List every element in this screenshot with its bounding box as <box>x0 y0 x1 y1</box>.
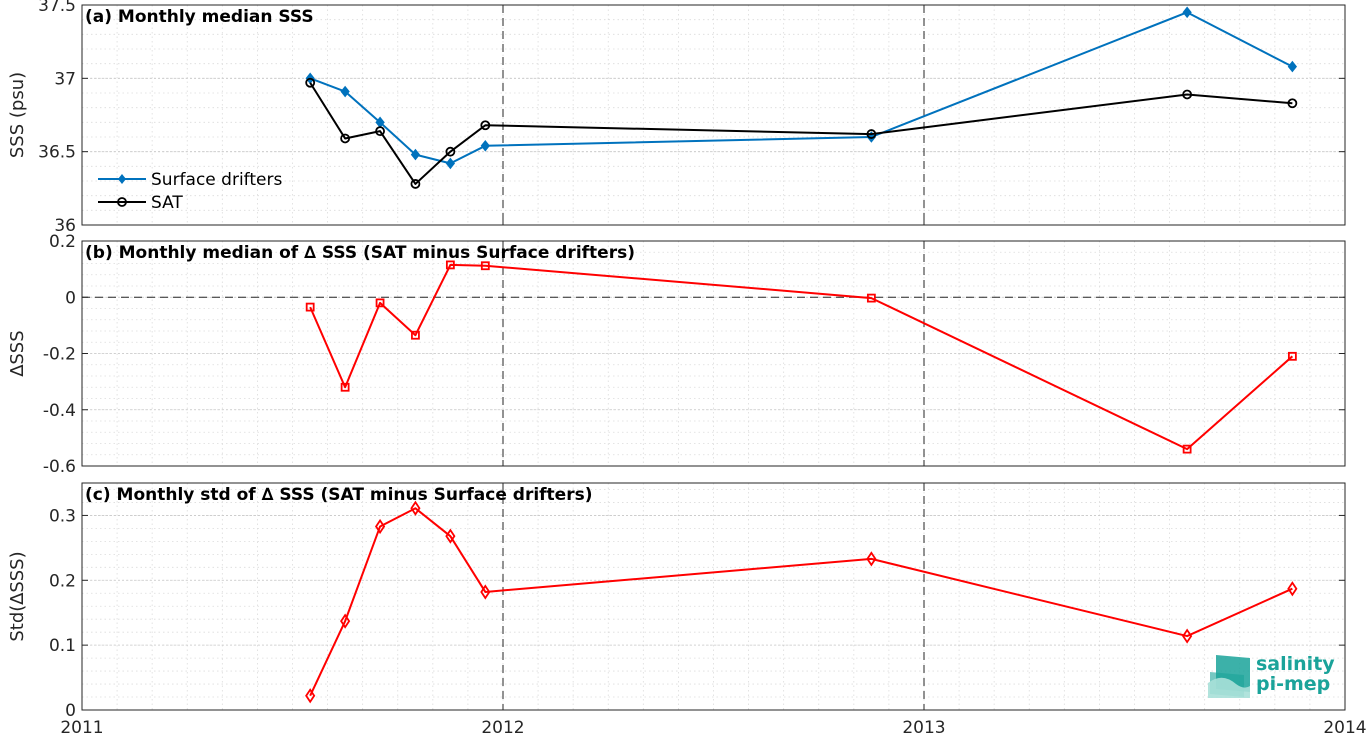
data-point <box>866 129 877 139</box>
axes-box-c <box>81 482 1346 711</box>
data-point <box>445 528 456 544</box>
y-tick-label: 36 <box>54 216 76 236</box>
x-tick-label: 2012 <box>481 718 524 738</box>
data-point <box>480 261 490 271</box>
grid-a <box>81 4 1346 226</box>
data-point <box>340 382 350 392</box>
data-point <box>1182 628 1193 644</box>
y-tick-label: 36.5 <box>38 143 76 163</box>
y-tick-label: 0.2 <box>49 232 76 252</box>
x-tick-label: 2011 <box>60 718 103 738</box>
legend-label: Surface drifters <box>151 170 282 190</box>
y-axis-label: Std(∆SSS) <box>7 551 28 641</box>
data-point <box>1287 98 1298 109</box>
data-point <box>480 139 490 152</box>
y-tick-label: 0.3 <box>49 506 76 526</box>
legend: Surface drifters SAT <box>98 170 282 213</box>
data-point <box>866 293 876 303</box>
data-point <box>445 157 456 170</box>
panel-c-std-delta-sss: 0 0.1 0.2 0.3 2011 2012 2013 2014 Std(∆SSS) (c) M… <box>7 482 1367 738</box>
data-point <box>305 688 316 704</box>
wave-logo-icon <box>1208 655 1250 698</box>
y-tick-label: 0 <box>65 288 76 308</box>
legend-marker <box>117 197 127 207</box>
data-point <box>1182 444 1192 454</box>
data-point <box>1182 6 1192 19</box>
data-point <box>866 551 877 567</box>
y-tick-label: -0.4 <box>43 401 76 421</box>
logo-text-pi-mep: pi-mep <box>1256 673 1330 695</box>
y-tick-label: 37 <box>54 69 76 89</box>
data-point <box>480 584 491 600</box>
legend-marker <box>118 174 126 184</box>
data-point <box>445 260 455 270</box>
data-point <box>340 613 351 629</box>
data-point <box>340 133 351 144</box>
panel-title: (c) Monthly std of ∆ SSS (SAT minus Surf… <box>85 485 592 505</box>
y-tick-label: -0.2 <box>43 345 76 365</box>
data-point <box>375 126 385 137</box>
grid-c <box>81 483 1346 711</box>
series-a-0 <box>305 6 1298 170</box>
panel-title: (b) Monthly median of ∆ SSS (SAT minus S… <box>85 243 635 263</box>
series-line <box>309 507 1293 697</box>
y-axis-label: SSS (psu) <box>7 72 28 158</box>
y-tick-label: 0.2 <box>49 571 76 591</box>
legend-label: SAT <box>151 193 183 213</box>
data-point <box>480 120 491 131</box>
grid-b <box>81 240 1346 467</box>
data-point <box>445 146 456 157</box>
y-axis-label: ∆SSS <box>7 330 28 377</box>
data-point <box>375 298 385 308</box>
panel-b-delta-sss: -0.6 -0.4 -0.2 0 0.2 ∆SSS (b) Monthly median o… <box>7 232 1346 477</box>
data-point <box>1182 89 1193 100</box>
series-line <box>309 82 1293 185</box>
data-point <box>340 85 350 98</box>
y-tick-label: 0.1 <box>49 636 76 656</box>
x-tick-label: 2013 <box>902 718 945 738</box>
series-c-0 <box>305 500 1298 704</box>
data-point <box>410 179 421 189</box>
y-tick-label: 0 <box>65 701 76 721</box>
data-point <box>410 500 421 516</box>
data-point <box>1287 60 1298 73</box>
series-b-0 <box>305 260 1297 454</box>
data-point <box>305 302 315 312</box>
data-point <box>305 77 316 88</box>
y-tick-label: -0.6 <box>43 457 76 477</box>
axes-box-a <box>81 4 1346 226</box>
series-line <box>309 263 1294 451</box>
data-point <box>411 330 420 340</box>
series-a-1 <box>305 77 1298 189</box>
data-point <box>1287 351 1297 361</box>
series-line <box>309 11 1293 165</box>
data-point <box>1287 581 1298 597</box>
panel-a-monthly-median-sss: 36 36.5 37 37.5 SSS (psu) (a) Monthly median … <box>7 0 1346 236</box>
y-tick-label: 37.5 <box>38 0 76 16</box>
data-point <box>374 518 386 535</box>
data-point <box>410 148 421 161</box>
panel-title: (a) Monthly median SSS <box>85 7 314 27</box>
logo-text-salinity: salinity <box>1256 653 1335 675</box>
x-tick-label: 2014 <box>1323 718 1366 738</box>
